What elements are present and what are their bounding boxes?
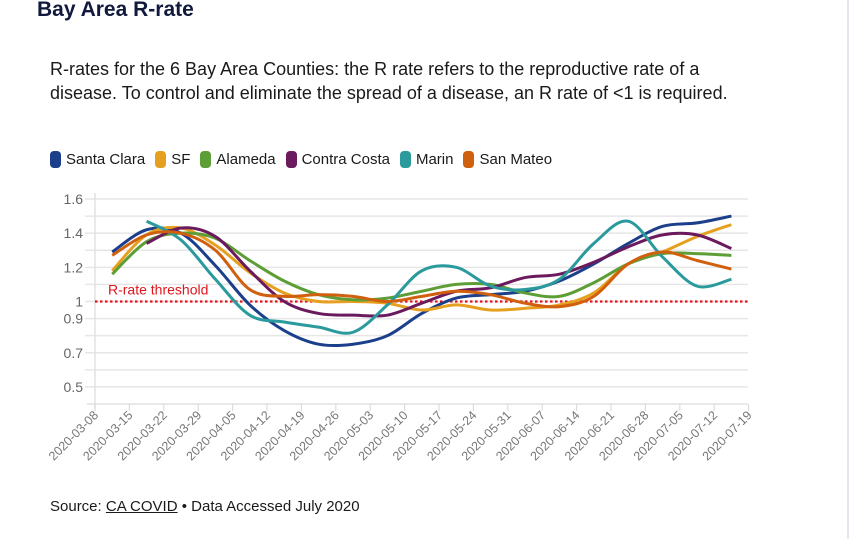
legend-label: San Mateo [479,151,553,168]
source-line: Source: CA COVID • Data Accessed July 20… [50,498,360,515]
legend-label: Marin [415,151,454,168]
y-tick-label: 1.6 [64,191,84,207]
legend-swatch [200,151,212,168]
y-tick-label: 1.2 [64,259,84,275]
y-tick-label: 0.9 [64,311,84,327]
chart-description: R-rates for the 6 Bay Area Counties: the… [50,59,728,103]
legend-swatch [50,151,61,168]
threshold-label: R-rate threshold [108,282,208,298]
source-link[interactable]: CA COVID [105,498,178,515]
y-tick-label: 1 [75,294,83,310]
y-tick-label: 1.4 [64,225,84,241]
legend-label: Alameda [216,151,276,168]
legend-label: Santa Clara [66,151,146,168]
legend-swatch [285,151,297,168]
series-line-san-mateo [111,230,732,309]
series-line-contra-costa [145,226,732,318]
series-line-santa-clara [111,214,732,348]
legend-swatch [463,151,475,168]
legend-item[interactable]: San Mateo [463,151,552,168]
y-tick-label: 0.7 [64,345,84,361]
source-prefix: Source: [50,498,102,515]
page-title: Bay Area R-rate [37,0,194,21]
legend-item[interactable]: Marin [399,151,454,168]
legend-item[interactable]: Alameda [200,151,276,168]
page-border [847,0,849,539]
legend-item[interactable]: Santa Clara [50,151,145,168]
chart-legend: Santa Clara SF Alameda Contra Costa Marin San… [50,151,554,168]
legend-label: Contra Costa [301,151,390,168]
legend-label: SF [171,151,191,168]
y-tick-label: 0.5 [64,379,84,395]
source-suffix: • Data Accessed July 2020 [181,498,360,515]
legend-item[interactable]: Contra Costa [285,151,390,168]
legend-swatch [155,151,167,168]
legend-swatch [399,151,411,168]
series-line-marin [145,219,732,335]
legend-item[interactable]: SF [155,151,190,168]
